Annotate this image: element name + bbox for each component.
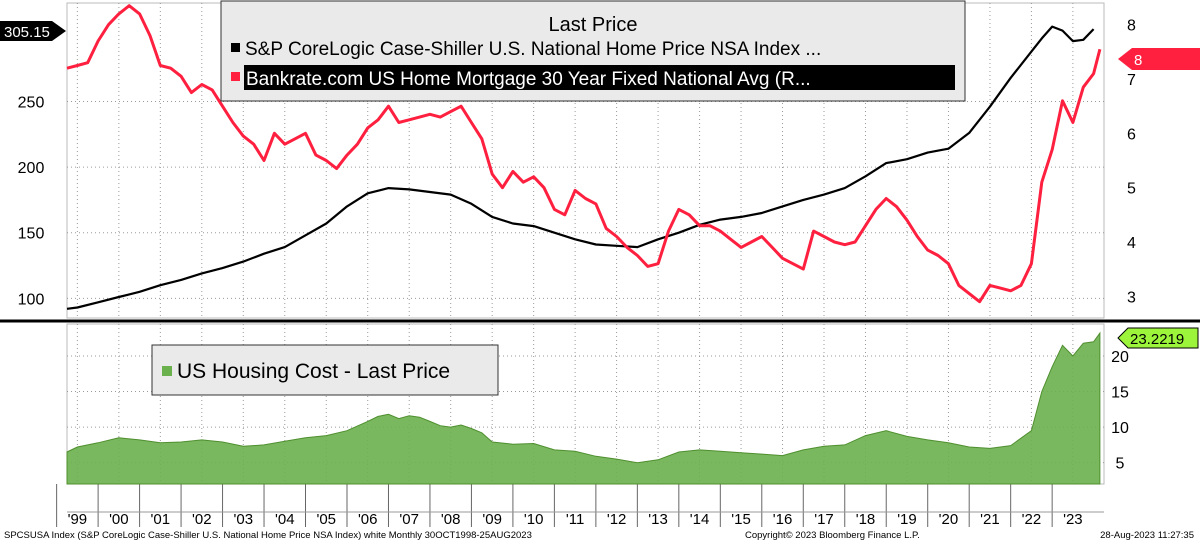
- left-axis-tick-label: 150: [18, 226, 45, 243]
- x-tick-label: '18: [856, 511, 876, 528]
- right-axis-tick-label: 7: [1127, 72, 1136, 89]
- x-tick-label: '06: [358, 511, 378, 528]
- housing-cost-last-value-label: 23.2219: [1130, 331, 1184, 348]
- housing-cost-legend-swatch: [162, 366, 172, 376]
- footer-copyright: Copyright© 2023 Bloomberg Finance L.P.: [745, 530, 920, 541]
- housing-cost-legend-label: US Housing Cost - Last Price: [177, 360, 450, 383]
- top-legend-title: Last Price: [549, 14, 638, 36]
- housing-cost-area: [66, 331, 1101, 485]
- mortgage-rate-line: [66, 4, 1102, 304]
- right-axis-tick-label: 5: [1127, 181, 1136, 198]
- home-price-legend-label: S&P CoreLogic Case-Shiller U.S. National…: [245, 39, 821, 60]
- home-price-index-line: [66, 25, 1095, 310]
- mortgage-rate-last-value-label: 8: [1134, 52, 1142, 69]
- right-axis-tick-label: 3: [1127, 289, 1136, 306]
- x-tick-label: '14: [690, 511, 710, 528]
- footer-source: SPCSUSA Index (S&P CoreLogic Case-Shille…: [4, 530, 532, 541]
- x-tick-label: '21: [980, 511, 1000, 528]
- bottom-legend-box: [151, 344, 499, 396]
- bottom-axis-tick-label: 10: [1111, 420, 1129, 437]
- home-price-last-value-badge: [0, 21, 66, 41]
- x-tick-label: '00: [109, 511, 129, 528]
- mortgage-rate-legend-swatch: [231, 72, 240, 81]
- footer-timestamp: 28-Aug-2023 11:27:35: [1100, 530, 1194, 541]
- left-axis-tick-label: 200: [18, 160, 45, 177]
- home-price-last-value-label: 305.15: [4, 24, 50, 41]
- right-axis-tick-label: 6: [1127, 126, 1136, 143]
- right-axis-tick-label: 4: [1127, 235, 1136, 252]
- x-tick-label: '17: [814, 511, 834, 528]
- x-tick-label: '03: [234, 511, 254, 528]
- x-tick-label: '11: [566, 511, 584, 528]
- x-tick-label: '15: [731, 511, 751, 528]
- bottom-axis-tick-label: 15: [1111, 385, 1129, 402]
- bottom-axis-tick-label: 5: [1116, 456, 1125, 473]
- x-tick-label: '22: [1022, 511, 1042, 528]
- x-tick-label: '12: [607, 511, 627, 528]
- home-price-legend-swatch: [231, 43, 240, 52]
- mortgage-rate-last-value-badge: [1118, 48, 1200, 70]
- x-tick-label: '19: [897, 511, 917, 528]
- x-tick-label: '10: [524, 511, 544, 528]
- x-tick-label: '20: [939, 511, 959, 528]
- x-tick-label: '99: [68, 511, 88, 528]
- bottom-axis-tick-label: 20: [1111, 349, 1129, 366]
- x-tick-label: '04: [275, 511, 295, 528]
- x-tick-label: '16: [773, 511, 793, 528]
- left-axis-tick-label: 250: [18, 94, 45, 111]
- x-tick-label: '05: [316, 511, 336, 528]
- mortgage-rate-legend-label: Bankrate.com US Home Mortgage 30 Year Fi…: [246, 69, 811, 90]
- x-tick-label: '07: [399, 511, 419, 528]
- housing-cost-last-value-badge: [1117, 327, 1199, 349]
- x-tick-label: '09: [482, 511, 502, 528]
- left-axis-tick-label: 100: [18, 291, 45, 308]
- x-tick-label: '08: [441, 511, 461, 528]
- x-tick-label: '01: [151, 511, 171, 528]
- x-tick-label: '13: [648, 511, 668, 528]
- x-tick-label: '23: [1063, 511, 1083, 528]
- right-axis-tick-label: 8: [1127, 18, 1136, 35]
- x-tick-label: '02: [192, 511, 212, 528]
- mortgage-rate-legend-highlight: [244, 65, 955, 90]
